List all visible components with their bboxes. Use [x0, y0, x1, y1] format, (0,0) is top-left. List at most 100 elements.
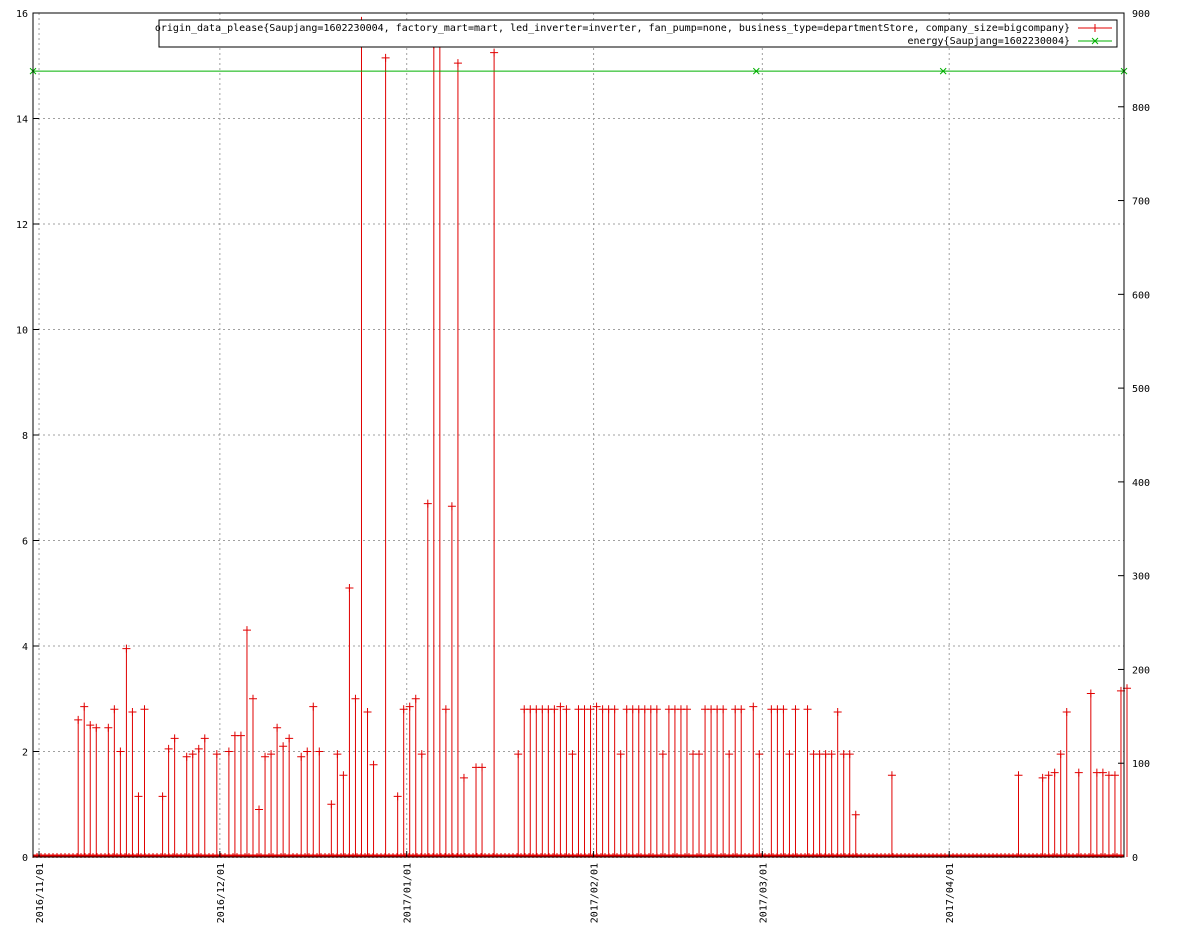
legend-label-origin-data: origin_data_please{Saupjang=1602230004, … — [155, 23, 1070, 34]
data-point — [1110, 771, 1119, 780]
data-point — [719, 705, 728, 714]
data-point — [303, 747, 312, 756]
data-point — [273, 723, 282, 732]
data-point — [393, 792, 402, 801]
y2-tick-label: 100 — [1132, 759, 1150, 770]
data-point — [1038, 773, 1047, 782]
data-point — [116, 747, 125, 756]
data-point — [827, 750, 836, 759]
data-point — [74, 715, 83, 724]
x-tick-label: 2017/01/01 — [403, 863, 414, 923]
data-point — [592, 702, 601, 711]
data-point — [140, 705, 149, 714]
data-point — [345, 583, 354, 592]
data-point — [441, 705, 450, 714]
y2-tick-label: 900 — [1132, 9, 1150, 20]
y-tick-label: 4 — [22, 642, 28, 653]
data-point — [309, 702, 318, 711]
data-point — [725, 750, 734, 759]
data-point — [887, 771, 896, 780]
data-point — [417, 750, 426, 759]
data-point — [1086, 689, 1095, 698]
data-point — [833, 707, 842, 716]
data-point — [785, 750, 794, 759]
data-point — [261, 752, 270, 761]
axes: 0 2 4 6 8 10 12 14 16 0 100 200 300 400 500 600 700 800 90… — [16, 9, 1150, 923]
data-point — [695, 750, 704, 759]
data-point — [586, 705, 595, 714]
data-point — [158, 792, 167, 801]
legend-cross-marker — [1091, 37, 1099, 45]
data-point — [682, 705, 691, 714]
data-point — [803, 705, 812, 714]
y2-tick-label: 600 — [1132, 290, 1150, 301]
y-tick-label: 2 — [22, 748, 28, 759]
data-point — [297, 752, 306, 761]
data-point — [248, 694, 257, 703]
data-point — [80, 702, 89, 711]
data-point — [224, 747, 233, 756]
energy-point — [752, 67, 760, 75]
data-point — [182, 752, 191, 761]
x-tick-label: 2017/02/01 — [590, 863, 601, 923]
y-tick-label: 0 — [22, 853, 28, 864]
data-point — [1098, 768, 1107, 777]
y2-tick-label: 700 — [1132, 197, 1150, 208]
x-tick-label: 2016/12/01 — [216, 863, 227, 923]
data-point — [200, 734, 209, 743]
data-point — [791, 705, 800, 714]
data-point — [423, 499, 432, 508]
y-tick-label: 10 — [16, 326, 28, 337]
legend: origin_data_please{Saupjang=1602230004, … — [155, 19, 1118, 48]
data-point — [363, 707, 372, 716]
y2-tick-label: 0 — [1132, 853, 1138, 864]
data-point — [755, 750, 764, 759]
y-tick-label: 12 — [16, 220, 28, 231]
data-point — [255, 805, 264, 814]
data-point — [122, 644, 131, 653]
data-point — [490, 48, 499, 57]
data-point — [610, 705, 619, 714]
y-tick-label: 8 — [22, 431, 28, 442]
data-point — [285, 734, 294, 743]
data-point — [315, 747, 324, 756]
y-tick-label: 16 — [16, 9, 28, 20]
y-tick-label: 14 — [16, 115, 28, 126]
data-point — [652, 705, 661, 714]
data-point — [170, 734, 179, 743]
data-point — [351, 694, 360, 703]
data-point — [279, 742, 288, 751]
data-point — [550, 705, 559, 714]
y2-tick-label: 800 — [1132, 103, 1150, 114]
y2-tick-label: 300 — [1132, 572, 1150, 583]
x-tick-label: 2017/04/01 — [945, 863, 956, 923]
data-point — [236, 731, 245, 740]
data-point — [616, 750, 625, 759]
y2-tick-label: 200 — [1132, 665, 1150, 676]
data-point — [447, 502, 456, 511]
y2-tick-label: 500 — [1132, 384, 1150, 395]
data-point — [104, 723, 113, 732]
x-tick-label: 2017/03/01 — [758, 863, 769, 923]
data-point — [1062, 707, 1071, 716]
legend-label-energy: energy{Saupjang=1602230004} — [907, 36, 1070, 47]
data-point — [1044, 771, 1053, 780]
data-point — [110, 705, 119, 714]
data-point — [568, 750, 577, 759]
data-point — [411, 694, 420, 703]
data-point — [453, 59, 462, 68]
data-point — [562, 705, 571, 714]
legend-plus-marker — [1091, 24, 1099, 32]
data-point — [242, 626, 251, 635]
data-point — [1056, 750, 1065, 759]
data-point — [188, 750, 197, 759]
x-tick-label: 2016/11/01 — [35, 863, 46, 923]
legend-marker-energy — [1091, 37, 1099, 45]
energy-point — [939, 67, 947, 75]
data-point — [1050, 768, 1059, 777]
data-point — [212, 750, 221, 759]
data-point — [1014, 771, 1023, 780]
legend-marker-origin-data — [1091, 24, 1099, 32]
series-origin-data — [32, 16, 1131, 858]
data-point — [405, 702, 414, 711]
